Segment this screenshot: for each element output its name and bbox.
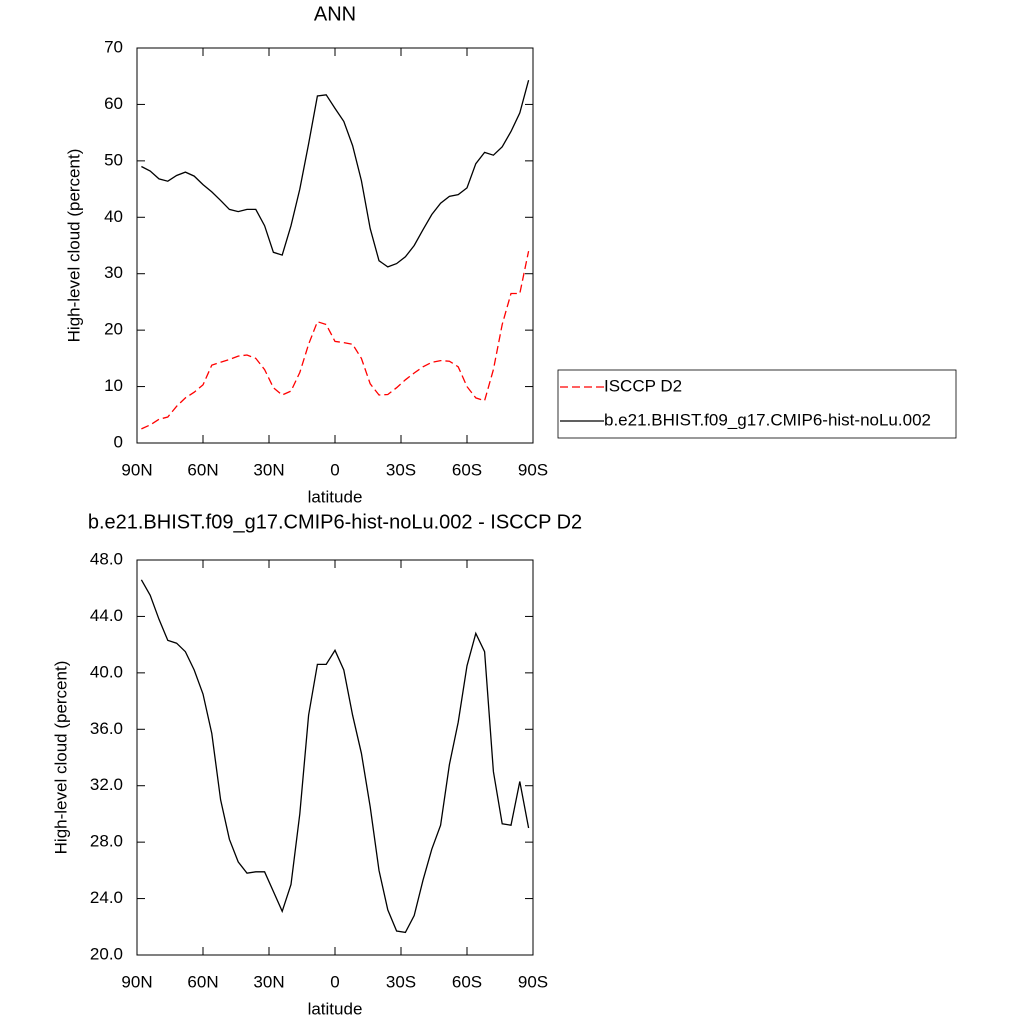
y-tick-label: 20.0 (90, 944, 123, 963)
x-tick-label: 60S (452, 460, 482, 479)
data-line (141, 80, 530, 268)
legend-label: ISCCP D2 (604, 376, 682, 395)
chart-title: ANN (314, 3, 356, 25)
y-tick-label: 32.0 (90, 775, 123, 794)
data-line (141, 250, 530, 430)
x-tick-label: 90N (121, 972, 152, 991)
y-tick-label: 36.0 (90, 719, 123, 738)
x-tick-label: 60N (187, 972, 218, 991)
x-tick-label: 90N (121, 460, 152, 479)
data-line (140, 579, 530, 934)
y-tick-label: 20 (104, 320, 123, 339)
legend-box (557, 369, 957, 439)
plot-frame (136, 559, 534, 956)
y-tick-label: 30 (104, 263, 123, 282)
x-tick-label: 60S (452, 972, 482, 991)
x-axis-label: latitude (308, 999, 363, 1018)
y-tick-label: 60 (104, 94, 123, 113)
y-tick-label: 0 (114, 432, 123, 451)
y-tick-label: 40 (104, 207, 123, 226)
legend-label: b.e21.BHIST.f09_g17.CMIP6-hist-noLu.002 (604, 410, 931, 429)
x-tick-label: 0 (330, 460, 339, 479)
y-tick-label: 10 (104, 376, 123, 395)
y-axis-label: High-level cloud (percent) (51, 661, 70, 855)
y-tick-label: 70 (104, 37, 123, 56)
x-tick-label: 90S (518, 972, 548, 991)
x-tick-label: 60N (187, 460, 218, 479)
y-tick-label: 48.0 (90, 549, 123, 568)
x-tick-label: 30N (253, 972, 284, 991)
y-tick-label: 40.0 (90, 662, 123, 681)
y-tick-label: 50 (104, 150, 123, 169)
x-tick-label: 0 (330, 972, 339, 991)
y-axis-label: High-level cloud (percent) (64, 149, 83, 343)
x-axis-label: latitude (308, 487, 363, 506)
x-tick-label: 90S (518, 460, 548, 479)
x-tick-label: 30S (386, 460, 416, 479)
y-tick-label: 28.0 (90, 832, 123, 851)
y-tick-label: 24.0 (90, 888, 123, 907)
x-tick-label: 30S (386, 972, 416, 991)
x-tick-label: 30N (253, 460, 284, 479)
y-tick-label: 44.0 (90, 606, 123, 625)
chart-title: b.e21.BHIST.f09_g17.CMIP6-hist-noLu.002 … (88, 511, 582, 533)
